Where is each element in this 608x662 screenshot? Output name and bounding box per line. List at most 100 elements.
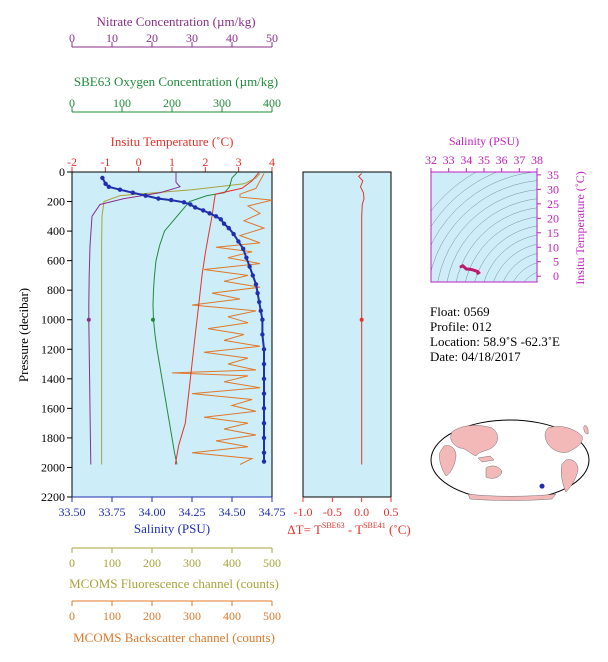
float-marker-dot <box>539 483 545 489</box>
ts-salinity-tick-label: 32 <box>425 153 437 167</box>
fluorescence-tick-group: 0 100 200 300 400 500 <box>69 547 281 570</box>
delta-t-tick-label: 0.0 <box>354 505 369 519</box>
salinity-point <box>261 450 267 455</box>
float-id: Float: 0569 <box>430 304 490 319</box>
fluorescence-axis: 0 100 200 300 400 500 MCOMS Fluorescence chan… <box>69 547 281 591</box>
nitrate-tick-label: 0 <box>69 31 75 45</box>
pressure-tick-label: 0 <box>59 165 65 179</box>
temperature-tick-label: 0 <box>136 155 142 169</box>
temperature-line <box>174 172 260 465</box>
float-info: Float: 0569 Profile: 012 Location: 58.9˚… <box>430 304 560 364</box>
backscatter-axis: 0 100 200 300 400 500 MCOMS Backscatter chann… <box>69 600 281 645</box>
nitrate-tick-label: 10 <box>106 31 118 45</box>
pressure-tick-label: 1400 <box>41 372 65 386</box>
nitrate-axis: Nitrate Concentration (µm/kg) 0 10 20 30 40 5… <box>69 14 278 48</box>
ts-profile-line <box>459 263 481 275</box>
pressure-tick-label: 800 <box>47 283 65 297</box>
salinity-point <box>106 184 112 189</box>
nitrate-tick-group: 0 10 20 30 40 50 <box>69 31 278 48</box>
backscatter-axis-title: MCOMS Backscatter channel (counts) <box>73 630 275 645</box>
fluorescence-tick-label: 500 <box>263 556 281 570</box>
pressure-tick-label: 1800 <box>41 431 65 445</box>
salinity-point <box>221 221 227 226</box>
main-series-group <box>86 172 273 465</box>
delta-t-line <box>358 173 365 465</box>
salinity-point <box>260 317 265 322</box>
ts-temperature-tick-label: 0 <box>553 269 559 283</box>
delta-t-axis-title: ΔT= TSBE63 - TSBE41 (˚C) <box>287 521 410 537</box>
backscatter-tick-label: 500 <box>263 609 281 623</box>
salinity-point <box>130 190 135 195</box>
salinity-point <box>244 255 249 260</box>
pressure-tick-label: 600 <box>47 254 65 268</box>
ts-salinity-tick-label: 37 <box>513 153 525 167</box>
salinity-tick-label: 34.50 <box>219 505 246 519</box>
salinity-point <box>103 181 108 187</box>
oxygen-line <box>152 172 238 465</box>
salinity-point <box>188 202 193 207</box>
backscatter-tick-label: 200 <box>143 609 161 623</box>
backscatter-tick-label: 400 <box>223 609 241 623</box>
backscatter-tick-label: 100 <box>103 609 121 623</box>
ts-diagram: Salinity (PSU) 32 33 34 35 36 37 3805101520253… <box>425 134 587 325</box>
nitrate-marker <box>86 317 91 322</box>
oxygen-tick-label: 400 <box>263 96 281 110</box>
pressure-tick-label: 400 <box>47 224 65 238</box>
temperature-tick-label: 1 <box>169 155 175 169</box>
salinity-point <box>261 361 267 367</box>
backscatter-tick-label: 0 <box>69 609 75 623</box>
profile-number: Profile: 012 <box>430 319 492 334</box>
salinity-point <box>236 239 241 244</box>
nitrate-tick-label: 30 <box>186 31 198 45</box>
oxygen-axis: SBE63 Oxygen Concentration (µm/kg) 0 100 2… <box>69 74 281 113</box>
salinity-point <box>261 420 267 426</box>
delta-t-plot: -1.0 -0.5 0.0 0.5 ΔT= TSBE63 - TSBE41 (˚C) <box>287 171 411 537</box>
ts-temperature-tick-label: 20 <box>547 211 559 225</box>
salinity-point <box>257 299 262 305</box>
salinity-point <box>181 200 187 205</box>
salinity-point <box>247 264 252 269</box>
salinity-point <box>261 376 267 382</box>
float-location-marker <box>539 483 545 489</box>
nitrate-line <box>88 172 181 465</box>
temperature-tick-label: -1 <box>100 155 110 169</box>
temperature-tick-group: -2 -1 0 1 2 3 4 <box>67 155 275 173</box>
fluorescence-tick-label: 200 <box>143 556 161 570</box>
salinity-point <box>261 406 267 411</box>
backscatter-line <box>171 173 273 465</box>
date: Date: 04/18/2017 <box>430 349 521 364</box>
ts-plot-background <box>431 172 537 282</box>
delta-t-tick-group: -1.0 -0.5 0.0 0.5 <box>294 497 399 519</box>
salinity-point <box>231 231 236 237</box>
salinity-point <box>117 187 123 192</box>
fluorescence-tick-label: 400 <box>223 556 241 570</box>
ts-temperature-tick-label: 35 <box>547 168 559 182</box>
ts-salinity-tick-label: 33 <box>443 153 455 167</box>
delta-t-marker <box>359 317 364 322</box>
temperature-tick-label: 3 <box>236 155 242 169</box>
temperature-axis-title: Insitu Temperature (˚C) <box>110 134 233 149</box>
salinity-tick-label: 34.75 <box>259 505 286 519</box>
temperature-tick-label: -2 <box>67 155 77 169</box>
salinity-point <box>207 211 212 216</box>
salinity-point <box>241 246 246 252</box>
ts-isopycnal <box>526 279 572 325</box>
ts-temperature-tick-label: 25 <box>547 197 559 211</box>
ts-point-group <box>459 263 481 275</box>
pressure-tick-group: 0 200 400 600 800 1000 1200 1400 1600 1800 2000 220… <box>41 165 72 504</box>
salinity-point <box>100 175 105 181</box>
pressure-tick-label: 1600 <box>41 401 65 415</box>
backscatter-tick-group: 0 100 200 300 400 500 <box>69 600 281 623</box>
salinity-point <box>201 208 206 213</box>
nitrate-tick-label: 40 <box>226 31 238 45</box>
fluorescence-tick-label: 0 <box>69 556 75 570</box>
ts-temperature-tick-label: 10 <box>547 240 559 254</box>
salinity-point <box>226 225 231 231</box>
salinity-point <box>260 332 265 337</box>
fluorescence-line <box>101 173 261 465</box>
temperature-axis: Insitu Temperature (˚C) -2 -1 0 1 2 3 4 <box>67 134 275 173</box>
salinity-tick-label: 34.00 <box>139 505 166 519</box>
pressure-tick-label: 2200 <box>41 490 65 504</box>
delta-t-tick-label: -1.0 <box>294 505 313 519</box>
